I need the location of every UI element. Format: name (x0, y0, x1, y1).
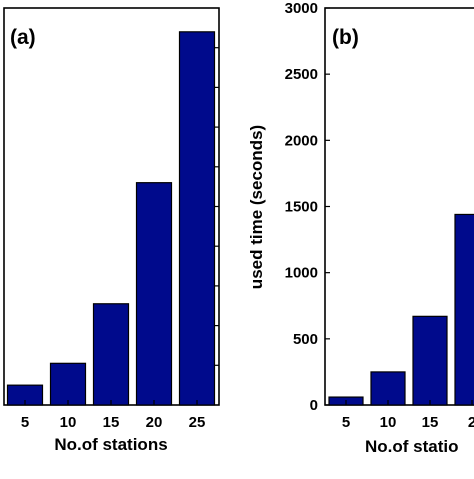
panel-b-ylabel: used time (seconds) (247, 125, 266, 289)
panel-a-xtick-label: 20 (146, 414, 163, 431)
panel-a-bar-15 (92, 303, 130, 406)
panel-b-xtick-label: 5 (342, 414, 350, 431)
panel-a-xtick-label: 25 (189, 414, 206, 431)
panel-a-bars (6, 31, 216, 406)
panel-b-ytick-label: 1500 (285, 199, 318, 216)
panel-b-ytick-label: 0 (310, 397, 318, 414)
panel-b-bar-20 (454, 213, 474, 406)
panel-b-label: (b) (332, 26, 359, 49)
panel-b-xtick-label: 2 (468, 414, 474, 431)
panel-b-ytick-label: 500 (293, 331, 318, 348)
panel-b-ytick-label: 2500 (285, 66, 318, 83)
panel-b-ytick-label: 2000 (285, 132, 318, 149)
panel-a-label: (a) (10, 26, 36, 49)
panel-b-bar-10 (370, 371, 406, 406)
panel-b-xtick-label: 15 (422, 414, 439, 431)
panel-b-ytick-label: 3000 (285, 0, 318, 17)
panel-a-ticks: 5 10 15 20 25 (21, 47, 219, 431)
panel-a-bar-10 (49, 362, 87, 406)
panel-b-axes-frame (324, 7, 474, 406)
panel-a-xtick-label: 5 (21, 414, 29, 431)
panel-a-xlabel: No.of stations (54, 435, 167, 454)
panel-b-bars (328, 213, 474, 406)
panel-b-xlabel: No.of statio (365, 437, 459, 456)
panel-a-bar-25 (178, 31, 216, 406)
panel-a-xtick-label: 10 (60, 414, 77, 431)
panel-b-ytick-label: 1000 (285, 265, 318, 282)
panel-a-bar-20 (135, 182, 173, 406)
panel-b-bar-15 (412, 315, 448, 406)
panel-a-xtick-label: 15 (103, 414, 120, 431)
panel-a: 5 10 15 20 25 (a) No.of stations (3, 7, 220, 454)
panel-b-xtick-label: 10 (380, 414, 397, 431)
